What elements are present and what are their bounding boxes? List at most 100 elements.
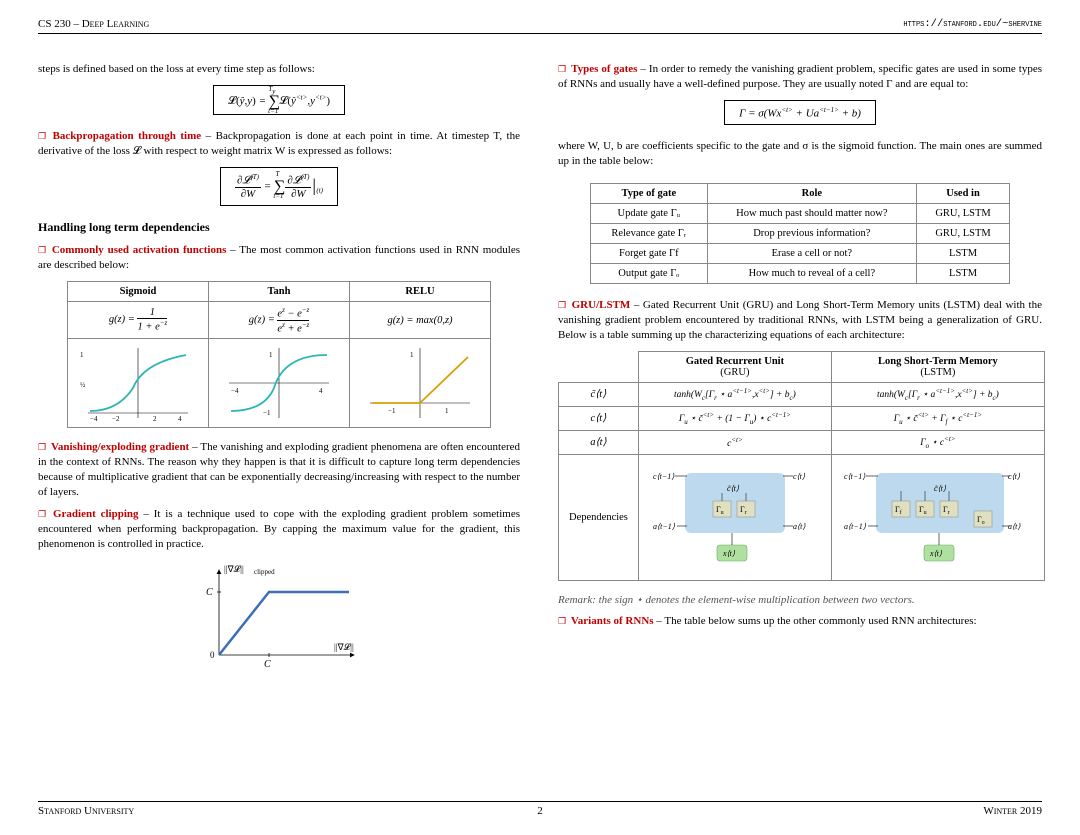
- variants-para: ❐ Variants of RNNs – The table below sum…: [558, 614, 1042, 629]
- vanishing-term: Vanishing/exploding gradient: [51, 441, 189, 453]
- page-number: 2: [537, 805, 543, 817]
- table-cell: GRU, LSTM: [917, 224, 1010, 244]
- activation-term: Commonly used activation functions: [52, 244, 227, 256]
- svg-text:−1: −1: [388, 407, 396, 415]
- bookmark-icon: ❐: [558, 300, 566, 310]
- svg-text:c̃⟨t⟩: c̃⟨t⟩: [934, 484, 947, 493]
- clipping-term: Gradient clipping: [53, 508, 139, 520]
- svg-text:−2: −2: [112, 415, 120, 423]
- table-cell: How much to reveal of a cell?: [707, 264, 916, 284]
- row-label: c̃⟨t⟩: [559, 382, 639, 406]
- svg-text:a⟨t⟩: a⟨t⟩: [1008, 522, 1021, 531]
- svg-text:c⟨t⟩: c⟨t⟩: [1008, 472, 1021, 481]
- clip-ylabel: ||∇𝓛||: [224, 564, 244, 574]
- intro-para: steps is defined based on the loss at ev…: [38, 62, 520, 77]
- svg-text:c⟨t−1⟩: c⟨t−1⟩: [844, 472, 866, 481]
- relu-formula: g(z) = max(0,z): [350, 302, 491, 339]
- svg-text:4: 4: [319, 387, 323, 395]
- page-header: CS 230 – Deep Learning https://stanford.…: [38, 18, 1042, 34]
- relu-plot: 1 −1 1: [350, 339, 491, 428]
- bptt-para: ❐ Backpropagation through time – Backpro…: [38, 129, 520, 159]
- bookmark-icon: ❐: [38, 131, 46, 141]
- gru-text: – Gated Recurrent Unit (GRU) and Long Sh…: [558, 299, 1042, 341]
- left-column: steps is defined based on the loss at ev…: [38, 62, 520, 673]
- col-tanh: Tanh: [209, 282, 350, 302]
- table-cell: How much past should matter now?: [707, 204, 916, 224]
- svg-text:0: 0: [210, 650, 215, 660]
- clipping-para: ❐ Gradient clipping – It is a technique …: [38, 507, 520, 552]
- svg-text:C: C: [264, 659, 271, 670]
- svg-text:x⟨t⟩: x⟨t⟩: [722, 549, 736, 558]
- gru-diagram: c⟨t−1⟩ c⟨t⟩ a⟨t−1⟩ a⟨t⟩ Γu Γr c̃⟨t⟩: [638, 454, 831, 580]
- svg-text:4: 4: [178, 415, 182, 423]
- svg-text:c⟨t⟩: c⟨t⟩: [793, 472, 806, 481]
- svg-text:C: C: [206, 587, 213, 598]
- svg-text:½: ½: [80, 381, 85, 389]
- right-column: ❐ Types of gates – In order to remedy th…: [558, 62, 1042, 673]
- table-cell: Forget gate Γf: [591, 244, 708, 264]
- page-footer: Stanford University 2 Winter 2019: [38, 801, 1042, 817]
- bookmark-icon: ❐: [38, 509, 46, 519]
- row-label: a⟨t⟩: [559, 430, 639, 454]
- bookmark-icon: ❐: [38, 245, 46, 255]
- bookmark-icon: ❐: [38, 442, 46, 452]
- gates-term: Types of gates: [571, 63, 637, 75]
- gru-para: ❐ GRU/LSTM – Gated Recurrent Unit (GRU) …: [558, 298, 1042, 343]
- course-title: CS 230 – Deep Learning: [38, 18, 149, 30]
- sigmoid-plot: 1 ½ −4 −2 2 4: [68, 339, 209, 428]
- activation-para: ❐ Commonly used activation functions – T…: [38, 243, 520, 273]
- bptt-term: Backpropagation through time: [53, 130, 202, 142]
- gru-header: Gated Recurrent Unit(GRU): [638, 351, 831, 382]
- gates-equation: Γ = σ(Wx<t> + Ua<t−1> + b): [724, 100, 876, 126]
- remark-text: Remark: the sign ⋆ denotes the element-w…: [558, 593, 1042, 606]
- gru-a: c<t>: [638, 430, 831, 454]
- gates-col-role: Role: [707, 184, 916, 204]
- variants-text: – The table below sums up the other comm…: [654, 615, 977, 627]
- table-cell: Output gate Γₒ: [591, 264, 708, 284]
- activation-table: Sigmoid Tanh RELU g(z) = 11 + e−z g(z) =…: [67, 281, 491, 428]
- section-heading: Handling long term dependencies: [38, 220, 520, 235]
- variants-term: Variants of RNNs: [571, 615, 654, 627]
- bookmark-icon: ❐: [558, 64, 566, 74]
- svg-text:−4: −4: [231, 387, 239, 395]
- bookmark-icon: ❐: [558, 616, 566, 626]
- table-cell: LSTM: [917, 244, 1010, 264]
- svg-text:x⟨t⟩: x⟨t⟩: [929, 549, 943, 558]
- lstm-c: Γu ⋆ c̃<t> + Γf ⋆ c<t−1>: [831, 406, 1044, 430]
- svg-text:a⟨t⟩: a⟨t⟩: [793, 522, 806, 531]
- table-cell: Relevance gate Γᵣ: [591, 224, 708, 244]
- clipping-plot: ||∇𝓛||clipped ||∇𝓛|| C C 0: [38, 560, 520, 673]
- gru-term: GRU/LSTM: [572, 299, 631, 311]
- clip-xlabel: ||∇𝓛||: [334, 642, 354, 652]
- col-relu: RELU: [350, 282, 491, 302]
- row-label: c⟨t⟩: [559, 406, 639, 430]
- lstm-a: Γo ⋆ c<t>: [831, 430, 1044, 454]
- content-columns: steps is defined based on the loss at ev…: [38, 62, 1042, 673]
- vanishing-para: ❐ Vanishing/exploding gradient – The van…: [38, 440, 520, 499]
- svg-text:a⟨t−1⟩: a⟨t−1⟩: [844, 522, 867, 531]
- footer-right: Winter 2019: [983, 805, 1042, 817]
- svg-text:1: 1: [410, 351, 414, 359]
- tanh-plot: 1 −1 −4 4: [209, 339, 350, 428]
- architecture-table: Gated Recurrent Unit(GRU) Long Short-Ter…: [558, 351, 1045, 581]
- tanh-formula: g(z) = ez − e−zez + e−z: [209, 302, 350, 339]
- table-cell: Erase a cell or not?: [707, 244, 916, 264]
- svg-text:2: 2: [153, 415, 157, 423]
- svg-text:−4: −4: [90, 415, 98, 423]
- svg-text:−1: −1: [263, 409, 271, 417]
- gates-col-used: Used in: [917, 184, 1010, 204]
- lstm-diagram: c⟨t−1⟩ c⟨t⟩ a⟨t−1⟩ a⟨t⟩ Γf Γu Γr Γo c̃⟨t…: [831, 454, 1044, 580]
- gru-c: Γu ⋆ c̃<t> + (1 − Γu) ⋆ c<t−1>: [638, 406, 831, 430]
- svg-text:1: 1: [269, 351, 273, 359]
- gates-col-type: Type of gate: [591, 184, 708, 204]
- gates-after-para: where W, U, b are coefficients specific …: [558, 139, 1042, 169]
- footer-left: Stanford University: [38, 805, 134, 817]
- lstm-header: Long Short-Term Memory(LSTM): [831, 351, 1044, 382]
- gates-table: Type of gate Role Used in Update gate Γᵤ…: [590, 183, 1010, 284]
- svg-text:c⟨t−1⟩: c⟨t−1⟩: [653, 472, 675, 481]
- lstm-ctilde: tanh(Wc[Γr ⋆ a<t−1>,x<t>] + bc): [831, 382, 1044, 406]
- sigmoid-formula: g(z) = 11 + e−z: [68, 302, 209, 339]
- header-url[interactable]: https://stanford.edu/~shervine: [903, 18, 1042, 30]
- table-cell: Drop previous information?: [707, 224, 916, 244]
- table-cell: LSTM: [917, 264, 1010, 284]
